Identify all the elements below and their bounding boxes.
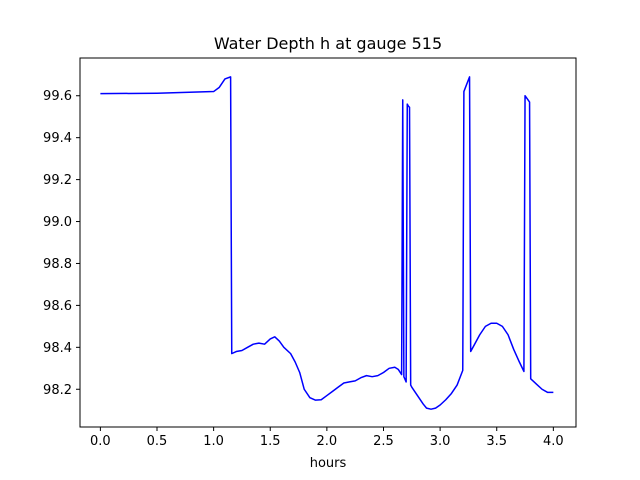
x-tick-label: 1.0 [203, 434, 224, 449]
y-tick-label: 99.4 [43, 131, 72, 146]
x-tick-label: 0.5 [147, 434, 168, 449]
x-tick-label: 3.5 [486, 434, 507, 449]
y-tick-label: 98.8 [43, 257, 72, 272]
x-axis: 0.0 0.5 1.0 1.5 2.0 2.5 3.0 3.5 4.0 [90, 427, 564, 449]
series-line-0 [100, 76, 554, 410]
x-tick-label: 3.0 [430, 434, 451, 449]
series-layer [100, 76, 554, 410]
y-tick-label: 99.6 [43, 89, 72, 104]
plot-frame [79, 57, 577, 428]
x-tick-label: 1.5 [260, 434, 281, 449]
y-tick-label: 98.4 [43, 341, 72, 356]
y-tick-label: 98.6 [43, 299, 72, 314]
plot-area [80, 58, 576, 427]
y-tick-label: 98.2 [43, 383, 72, 398]
x-tick-label: 4.0 [543, 434, 564, 449]
y-tick-label: 99.2 [43, 173, 72, 188]
x-tick-label: 2.5 [373, 434, 394, 449]
x-axis-label: hours [310, 456, 347, 471]
x-tick-label: 0.0 [90, 434, 111, 449]
chart-title: Water Depth h at gauge 515 [214, 34, 442, 53]
y-tick-label: 99.0 [43, 215, 72, 230]
y-axis: 98.2 98.4 98.6 98.8 99.0 99.2 99.4 99.6 [43, 89, 80, 398]
x-tick-label: 2.0 [317, 434, 338, 449]
